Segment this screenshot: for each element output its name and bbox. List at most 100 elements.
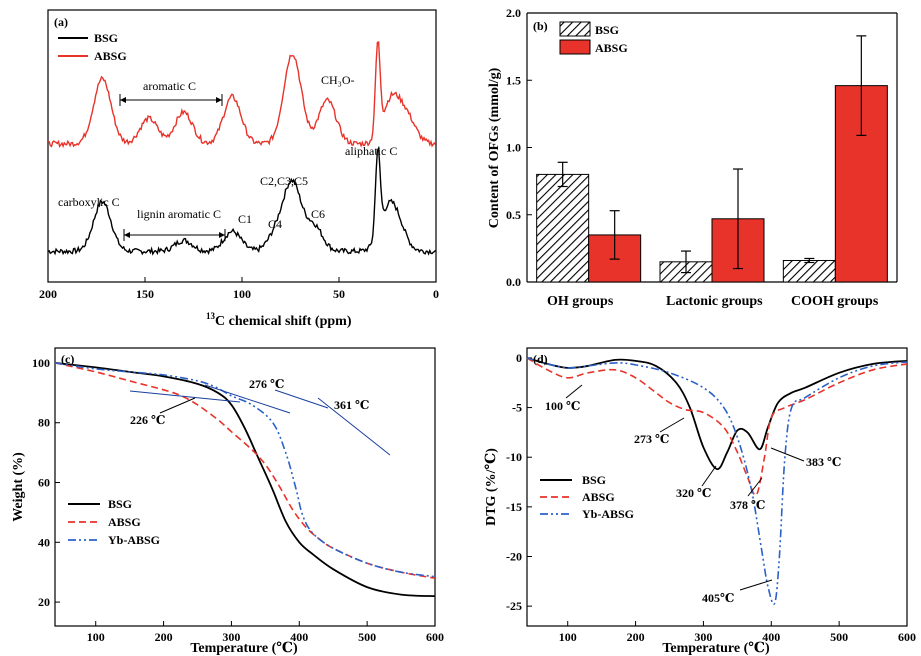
annotation-ch3o: CH₃O- <box>321 73 355 87</box>
xtick-label: 100 <box>559 630 577 644</box>
xtick-label: 400 <box>290 630 308 644</box>
xlabel-superscript: 13 <box>206 311 216 321</box>
arrow-100c <box>565 384 583 399</box>
annotation-100c: 100 ℃ <box>545 399 580 413</box>
xtick-label: 0 <box>433 287 439 301</box>
category-oh-groups: OH groups <box>547 294 614 309</box>
xtick-label: 150 <box>136 287 154 301</box>
xtick-label: 400 <box>762 630 780 644</box>
panel-d-label: (d) <box>533 352 548 366</box>
ytick-label: 1.0 <box>506 141 521 155</box>
annotation-273c: 273 ℃ <box>634 432 669 446</box>
xtick-label: 600 <box>426 630 444 644</box>
ytick-label: -5 <box>512 401 522 415</box>
annotation-320c: 320 ℃ <box>676 486 711 500</box>
bar-bsg-0 <box>536 173 590 283</box>
ytick-label: 0.0 <box>506 275 521 289</box>
legend-c-yb-absg: Yb-ABSG <box>108 533 160 547</box>
series-bsg-dtg <box>526 357 908 470</box>
panel-d-legend: BSG ABSG Yb-ABSG <box>540 473 634 521</box>
xtick-label: 500 <box>830 630 848 644</box>
panel-b-label: (b) <box>533 19 548 33</box>
panel-c-ylabel: Weight (%) <box>11 452 26 522</box>
panel-d-frame <box>526 347 908 627</box>
arrow-405c <box>739 579 773 591</box>
panel-d-ylabel: DTG (%/℃) <box>484 448 499 526</box>
annotation-361c: 361 ℃ <box>334 398 369 412</box>
panel-b-bars <box>536 35 888 283</box>
bsg-nmr-series <box>47 145 437 256</box>
category-lactonic-groups: Lactonic groups <box>666 294 763 309</box>
arrow-273c <box>659 417 685 433</box>
panel-a: 200 150 100 50 0 (a) BSG ABSG aromatic C CH₃… <box>39 9 439 329</box>
panel-c-xlabel: Temperature (℃) <box>190 641 298 656</box>
legend-c-bsg: BSG <box>108 497 132 511</box>
annotation-383c: 383 ℃ <box>806 455 841 469</box>
xtick-label: 100 <box>233 287 251 301</box>
category-cooh-groups: COOH groups <box>791 294 879 309</box>
arrow-320c <box>701 465 717 487</box>
arrow-383c <box>770 447 805 462</box>
ytick-label: 20 <box>38 595 50 609</box>
legend-label-absg-b: ABSG <box>595 41 628 55</box>
annotation-405c: 405℃ <box>702 591 734 605</box>
annotation-aliphatic-c: aliphatic C <box>345 144 397 158</box>
arrow-378c <box>747 477 763 497</box>
legend-swatch-absg-red <box>559 39 591 55</box>
legend-d-yb-absg: Yb-ABSG <box>582 507 634 521</box>
panel-b: 0.0 0.5 1.0 1.5 2.0 (b) BSG ABSG OH groups L… <box>487 6 898 309</box>
ytick-label: 1.5 <box>506 73 521 87</box>
panel-a-label: (a) <box>54 15 68 29</box>
xtick-label: 50 <box>333 287 345 301</box>
annotation-lignin-aromatic-c: lignin aromatic C <box>137 207 221 221</box>
annotation-aromatic-c: aromatic C <box>143 79 196 93</box>
xtick-label: 300 <box>694 630 712 644</box>
panel-a-xlabel: 13C chemical shift (ppm) <box>206 311 352 329</box>
annotation-c2c3c5: C2,C3,C5 <box>260 174 308 188</box>
panel-c-frame <box>54 347 436 627</box>
ytick-label: 40 <box>38 535 50 549</box>
xtick-label: 100 <box>87 630 105 644</box>
arrow-lignin <box>123 229 226 241</box>
legend-d-bsg: BSG <box>582 473 606 487</box>
panel-b-ylabel: Content of OFGs (mmol/g) <box>487 67 502 228</box>
legend-d-absg: ABSG <box>582 490 615 504</box>
legend-label-bsg: BSG <box>94 31 118 45</box>
panel-d-xlabel: Temperature (℃) <box>662 641 770 656</box>
xtick-label: 200 <box>627 630 645 644</box>
ytick-label: 2.0 <box>506 6 521 20</box>
ytick-label: 80 <box>38 416 50 430</box>
xtick-label: 500 <box>358 630 376 644</box>
legend-label-bsg-b: BSG <box>595 23 619 37</box>
tangent-lines <box>129 384 391 456</box>
ytick-label: 100 <box>32 356 50 370</box>
xtick-label: 200 <box>155 630 173 644</box>
annotation-226c: 226 ℃ <box>130 413 165 427</box>
xtick-label: 200 <box>39 287 57 301</box>
legend-c-absg: ABSG <box>108 515 141 529</box>
panel-c-label: (c) <box>61 352 74 366</box>
panel-a-xticks: 200 150 100 50 0 <box>39 277 439 301</box>
legend-label-absg: ABSG <box>94 49 127 63</box>
ytick-label: -20 <box>506 550 522 564</box>
ytick-label: 60 <box>38 476 50 490</box>
annotation-c4: C4 <box>268 217 282 231</box>
annotation-carboxylic-c: carboxylic C <box>58 195 120 209</box>
absg-nmr-series <box>47 40 437 149</box>
arrow-226c <box>159 397 196 414</box>
panel-b-yticks: 0.0 0.5 1.0 1.5 2.0 <box>506 6 532 289</box>
annotation-c6: C6 <box>311 207 325 221</box>
annotation-276c: 276 ℃ <box>249 377 284 391</box>
panel-c-legend: BSG ABSG Yb-ABSG <box>68 497 160 547</box>
xlabel-text: C chemical shift (ppm) <box>215 314 352 329</box>
ytick-label: -15 <box>506 500 522 514</box>
annotation-378c: 378 ℃ <box>730 498 765 512</box>
ytick-label: -10 <box>506 450 522 464</box>
ytick-label: -25 <box>506 599 522 613</box>
series-yb-absg-dtg <box>526 357 908 606</box>
legend-swatch-bsg-hatched <box>559 21 591 37</box>
panel-c-ticks: 100 200 300 400 500 600 20 40 60 80 100 <box>32 356 444 644</box>
panel-d-ticks: 100 200 300 400 500 600 0 -5 -10 -15 -20 -25 <box>506 351 916 644</box>
